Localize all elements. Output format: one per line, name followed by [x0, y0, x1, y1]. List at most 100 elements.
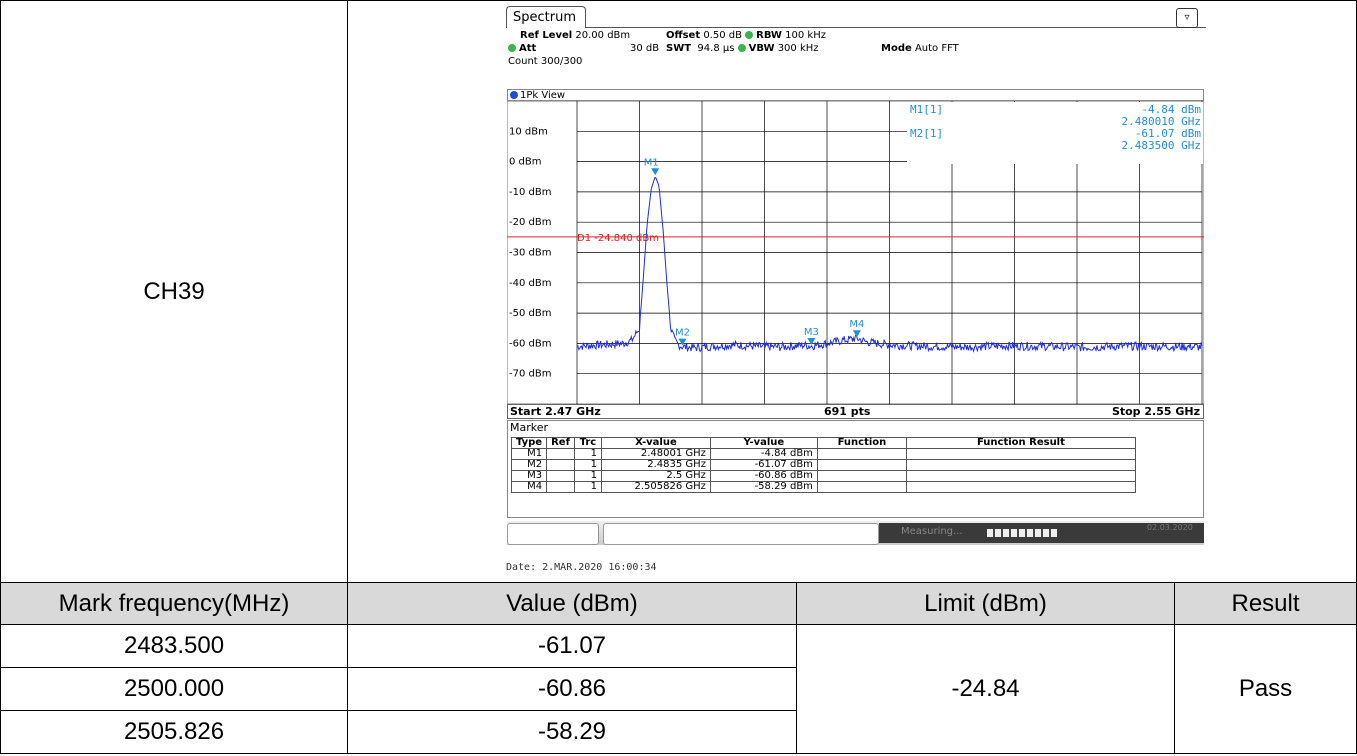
readout-m1-name: M1[1]: [910, 103, 943, 116]
marker-cell: M3: [510, 470, 548, 482]
marker-table-row: M3 1 2.5 GHz -60.86 dBm: [510, 470, 1136, 482]
row2-freq: 2500.000: [0, 667, 348, 711]
marker-cell: 2.48001 GHz: [600, 448, 711, 460]
marker-cell: 2.4835 GHz: [600, 459, 711, 471]
marker-cell: M1: [510, 448, 548, 460]
marker-cell: M4: [510, 481, 548, 493]
spectrum-plot: 10 dBm 0 dBm -10 dBm -20 dBm -30 dBm -40 dBm -…: [507, 101, 1204, 404]
marker-readout-box: [907, 102, 1203, 164]
ref-level-setting: Ref Level 20.00 dBm: [520, 30, 631, 41]
marker-cell: [546, 448, 575, 460]
marker-m2: [678, 338, 687, 346]
mode-setting: Mode Auto FFT: [881, 43, 959, 54]
swt-setting: SWT 94.8 µs VBW 300 kHz: [666, 43, 819, 54]
marker-cell: [816, 459, 907, 471]
measuring-text: Measuring...: [901, 526, 963, 537]
marker-cell: [816, 481, 907, 493]
marker-col-type: Type: [510, 437, 548, 449]
marker-cell: 1: [573, 459, 602, 471]
tab-spectrum[interactable]: Spectrum: [506, 6, 586, 28]
readout-m1-freq: 2.480010 GHz: [1122, 115, 1201, 128]
marker-label-m2: M2: [675, 328, 690, 339]
marker-cell: [546, 470, 575, 482]
status-field-1[interactable]: [507, 523, 599, 545]
toolbar-dropdown-icon[interactable]: ▿: [1176, 8, 1198, 28]
trace-view-label: 1Pk View: [507, 89, 1204, 101]
marker-col-function-result: Function Result: [905, 437, 1136, 449]
marker-cell: -4.84 dBm: [709, 448, 818, 460]
marker-cell: [546, 481, 575, 493]
marker-table-panel: Marker Type Ref Trc X-value Y-value Func…: [507, 420, 1204, 518]
header-result: Result: [1174, 582, 1357, 625]
row3-freq: 2505.826: [0, 710, 348, 754]
marker-cell: [905, 481, 1136, 493]
marker-m3: [807, 338, 816, 346]
spectrum-analyzer-screenshot: Spectrum ▿ Ref Level 20.00 dBm Offset 0.…: [506, 6, 1206, 578]
offset-setting: Offset 0.50 dB RBW 100 kHz: [666, 30, 826, 41]
readout-m1-level: -4.84 dBm: [1141, 103, 1201, 116]
marker-table-row: M4 1 2.505826 GHz -58.29 dBm: [510, 481, 1136, 493]
result-cell: Pass: [1174, 624, 1357, 754]
marker-cell: [905, 470, 1136, 482]
marker-cell: [905, 459, 1136, 471]
att-setting: Att: [508, 43, 536, 54]
marker-cell: [546, 459, 575, 471]
y-tick-label: -50 dBm: [509, 308, 551, 319]
trace-indicator-icon: [510, 91, 518, 99]
progress-indicator: [987, 529, 1057, 537]
channel-label: CH39: [143, 277, 205, 305]
marker-col-trc: Trc: [573, 437, 602, 449]
row1-freq: 2483.500: [0, 624, 348, 668]
marker-m1: [651, 168, 660, 176]
sweep-points: 691 pts: [824, 405, 871, 418]
y-tick-label: -60 dBm: [509, 338, 551, 349]
channel-cell: CH39: [0, 0, 348, 583]
marker-cell: -60.86 dBm: [709, 470, 818, 482]
marker-table: Type Ref Trc X-value Y-value Function Fu…: [510, 437, 1136, 493]
marker-cell: 1: [573, 448, 602, 460]
sweep-count: Count 300/300: [508, 56, 583, 67]
att-value: 30 dB: [630, 43, 660, 54]
frequency-span-bar: Start 2.47 GHz 691 pts Stop 2.55 GHz: [507, 404, 1204, 419]
marker-table-row: M2 1 2.4835 GHz -61.07 dBm: [510, 459, 1136, 471]
marker-col-x: X-value: [600, 437, 711, 449]
marker-cell: 1: [573, 470, 602, 482]
header-mark-frequency: Mark frequency(MHz): [0, 582, 348, 625]
y-tick-label: -30 dBm: [509, 248, 551, 259]
marker-col-function: Function: [816, 437, 907, 449]
row3-value: -58.29: [347, 710, 797, 754]
y-tick-label: -20 dBm: [509, 217, 551, 228]
marker-col-ref: Ref: [546, 437, 575, 449]
row2-value: -60.86: [347, 667, 797, 711]
marker-cell: -58.29 dBm: [709, 481, 818, 493]
limit-cell: -24.84: [796, 624, 1175, 754]
stop-frequency: Stop 2.55 GHz: [1111, 405, 1200, 418]
row1-value: -61.07: [347, 624, 797, 668]
y-tick-label: 10 dBm: [509, 126, 548, 137]
marker-cell: [816, 470, 907, 482]
rbw-coupled-icon: [745, 31, 754, 39]
status-bar: Measuring... 02.03.2020: [507, 521, 1204, 545]
y-tick-label: 0 dBm: [509, 157, 542, 168]
att-coupled-icon: [508, 44, 516, 52]
spectrum-trace: [576, 176, 1203, 353]
marker-col-y: Y-value: [709, 437, 818, 449]
marker-label-m4: M4: [849, 319, 864, 330]
vbw-coupled-icon: [737, 44, 746, 52]
start-frequency: Start 2.47 GHz: [510, 405, 601, 418]
status-date: 02.03.2020: [1147, 523, 1193, 532]
readout-m2-level: -61.07 dBm: [1135, 127, 1202, 140]
marker-cell: 2.5 GHz: [600, 470, 711, 482]
status-field-2[interactable]: [603, 523, 879, 545]
readout-m2-name: M2[1]: [910, 127, 943, 140]
marker-m4: [852, 330, 861, 338]
marker-cell: [816, 448, 907, 460]
marker-label-m3: M3: [804, 327, 819, 338]
readout-m2-freq: 2.483500 GHz: [1122, 139, 1201, 152]
header-limit: Limit (dBm): [796, 582, 1175, 625]
tab-divider: [586, 27, 1206, 28]
marker-table-title: Marker: [510, 421, 549, 434]
marker-label-m1: M1: [644, 157, 659, 168]
y-tick-label: -40 dBm: [509, 278, 551, 289]
